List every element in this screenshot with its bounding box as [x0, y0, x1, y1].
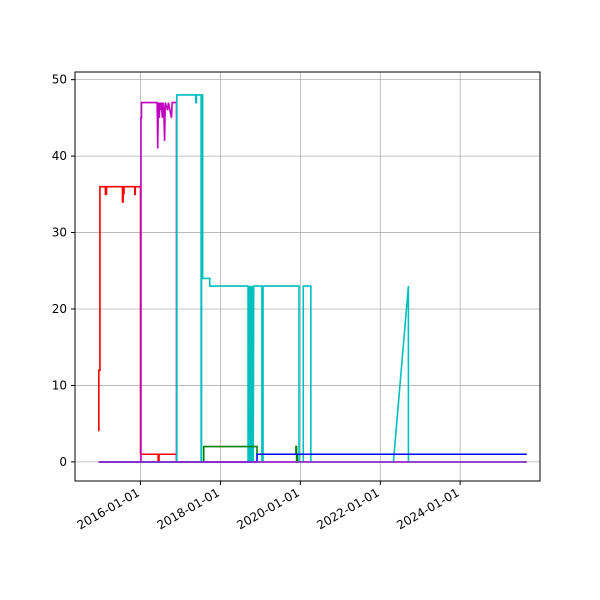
x-tick-label: 2022-01-01 [314, 485, 381, 532]
series-lines [98, 94, 527, 463]
axes: 2016-01-01 2018-01-01 2020-01-01 2022-01-01… [52, 73, 462, 533]
series-line-2 [98, 101, 527, 463]
y-tick-label: 0 [59, 455, 67, 469]
y-tick-label: 40 [52, 149, 67, 163]
grid-lines [75, 72, 540, 481]
y-tick-label: 20 [52, 302, 67, 316]
y-tick-label: 50 [52, 73, 67, 87]
series-line-4 [98, 445, 527, 463]
series-line-3 [141, 94, 527, 463]
y-tick-label: 30 [52, 226, 67, 240]
series-line-1 [98, 185, 258, 463]
y-tick-label: 10 [52, 378, 67, 392]
x-tick-label: 2024-01-01 [394, 485, 461, 532]
series-line-5 [98, 453, 527, 463]
x-tick-label: 2020-01-01 [234, 485, 301, 532]
plot-frame [74, 71, 541, 482]
x-tick-label: 2018-01-01 [155, 485, 222, 532]
x-tick-label: 2016-01-01 [75, 485, 142, 532]
